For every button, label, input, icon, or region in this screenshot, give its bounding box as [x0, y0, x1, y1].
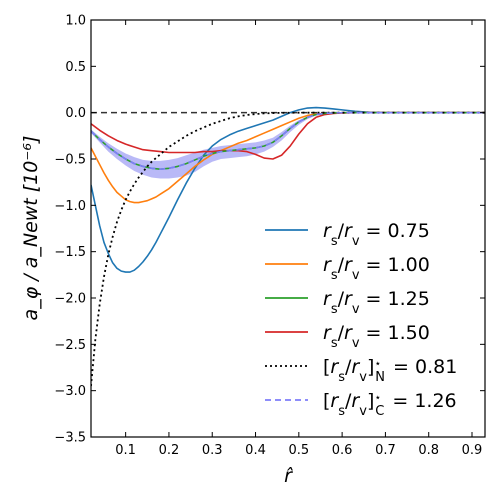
axes-layer: 0.1 0.2 0.3 0.4 0.5 0.6 0.7 0.8 0.9 1.0 0.5 0.0 −0.5…	[54, 14, 486, 458]
series-line-1	[91, 111, 485, 204]
y-tick-label: −0.5	[54, 153, 86, 168]
x-tick-label: 0.1	[115, 443, 136, 458]
legend-label: rs/rv = 1.25	[323, 288, 430, 317]
x-tick-label: 0.7	[375, 443, 396, 458]
legend-label: rs/rv = 0.75	[323, 220, 430, 249]
series-line-3	[91, 111, 485, 160]
legend-label: rs/rv = 1.00	[323, 254, 430, 283]
legend-entry: [rs/rv]⋆ N = 0.81	[265, 356, 457, 385]
y-tick-label: −2.0	[54, 292, 86, 307]
legend-entry: rs/rv = 1.50	[265, 322, 430, 351]
y-tick-label: −2.5	[54, 338, 86, 353]
x-tick-label: 0.9	[462, 443, 483, 458]
x-tick-label: 0.3	[202, 443, 223, 458]
series-line-5	[91, 111, 485, 170]
legend-entry: [rs/rv]⋆ C = 1.26	[265, 390, 457, 419]
y-tick-label: 0.5	[65, 60, 86, 75]
series-line-0	[91, 106, 485, 273]
x-axis-title: r̂	[284, 465, 293, 487]
x-tick-label: 0.4	[245, 443, 266, 458]
y-tick-label: −1.5	[54, 245, 86, 260]
plot-frame	[90, 19, 486, 438]
series-layer	[91, 106, 485, 387]
legend-entry: rs/rv = 1.00	[265, 254, 430, 283]
x-tick-label: 0.6	[332, 443, 353, 458]
legend-entry: rs/rv = 1.25	[265, 288, 430, 317]
series-line-4	[91, 111, 485, 387]
y-tick-label: 1.0	[65, 14, 86, 29]
legend: rs/rv = 0.75 rs/rv = 1.00 rs/rv = 1.25 rs/r…	[265, 220, 457, 419]
y-tick-label: −3.0	[54, 384, 86, 399]
x-tick-label: 0.5	[288, 443, 309, 458]
y-axis-title: a_φ / a_Newt [10⁻⁶]	[20, 136, 42, 321]
legend-label: rs/rv = 1.50	[323, 322, 430, 351]
y-tick-label: −1.0	[54, 199, 86, 214]
legend-entry: rs/rv = 0.75	[265, 220, 430, 249]
y-tick-label: 0.0	[65, 106, 86, 121]
x-tick-label: 0.2	[159, 443, 180, 458]
x-tick-label: 0.8	[418, 443, 439, 458]
legend-label: [rs/rv]⋆ C = 1.26	[323, 390, 457, 419]
legend-label: [rs/rv]⋆ N = 0.81	[323, 356, 457, 385]
y-tick-label: −3.5	[54, 431, 86, 446]
